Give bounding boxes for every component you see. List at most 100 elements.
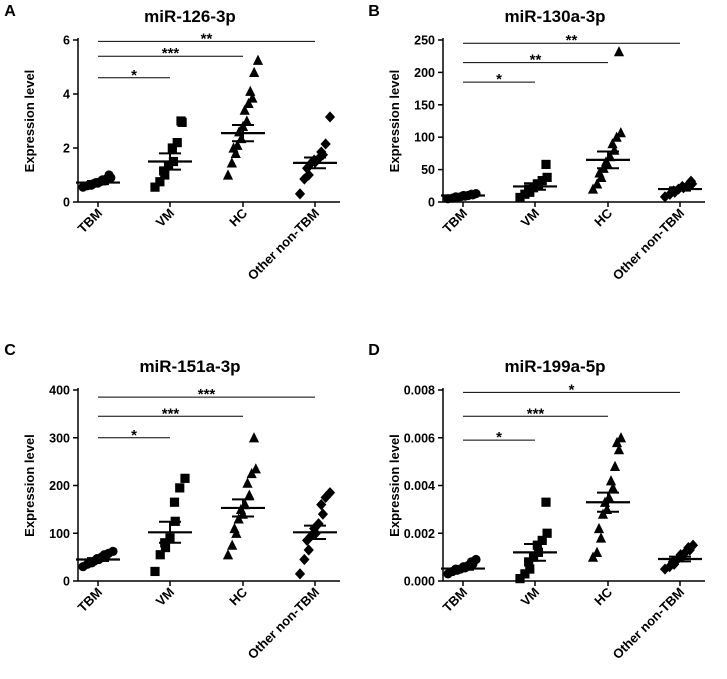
data-point-circle xyxy=(471,554,481,565)
significance-label: * xyxy=(131,427,137,444)
data-point-triangle xyxy=(222,549,234,560)
y-tick-label: 0.004 xyxy=(404,479,435,493)
data-point-square xyxy=(176,116,186,126)
data-point-square xyxy=(525,564,535,574)
y-axis-label: Expression level xyxy=(22,434,37,537)
data-point-square xyxy=(163,160,174,171)
y-tick-label: 400 xyxy=(49,384,70,398)
significance-label: *** xyxy=(527,405,545,422)
data-point-square xyxy=(159,166,169,176)
data-point-triangle xyxy=(595,532,607,543)
y-axis-label: Expression level xyxy=(387,434,402,537)
data-point-triangle xyxy=(243,97,254,109)
x-tick-label-other-non-tbm: Other non-TBM xyxy=(610,206,687,283)
chart-title: miR-130a-3p xyxy=(504,7,605,26)
data-point-triangle xyxy=(229,522,240,534)
data-point-square xyxy=(155,550,165,560)
chart-title: miR-151a-3p xyxy=(139,357,240,376)
data-point-diamond xyxy=(675,549,686,561)
data-point-diamond xyxy=(301,534,313,547)
panel-label: D xyxy=(368,342,380,359)
data-point-square xyxy=(169,497,180,507)
y-tick-label: 4 xyxy=(63,88,70,102)
data-point-diamond xyxy=(303,169,314,181)
data-point-triangle xyxy=(248,432,260,443)
data-point-triangle xyxy=(242,477,253,488)
data-point-diamond xyxy=(294,568,306,580)
data-point-triangle xyxy=(607,138,618,149)
y-tick-label: 0.008 xyxy=(404,384,435,398)
y-tick-label: 0 xyxy=(63,575,70,589)
data-point-diamond xyxy=(317,508,329,520)
x-tick-label-other-non-tbm: Other non-TBM xyxy=(245,206,322,283)
x-tick-label-tbm: TBM xyxy=(440,585,471,616)
y-tick-label: 0.002 xyxy=(404,527,435,541)
chart-title: miR-199a-5p xyxy=(504,357,605,376)
data-point-triangle xyxy=(232,139,243,150)
data-point-triangle xyxy=(593,522,605,534)
panel-label: B xyxy=(368,3,380,20)
data-point-triangle xyxy=(245,85,256,96)
x-tick-label-hc: HC xyxy=(226,584,250,608)
data-point-square xyxy=(542,528,552,538)
y-tick-label: 150 xyxy=(414,98,435,112)
y-tick-label: 0 xyxy=(428,196,435,210)
data-point-triangle xyxy=(227,539,238,550)
data-point-square xyxy=(541,159,551,170)
chart-title: miR-126-3p xyxy=(144,7,236,26)
data-point-diamond xyxy=(316,499,327,511)
data-point-triangle xyxy=(613,46,625,57)
data-point-triangle xyxy=(250,463,261,474)
panel-label: A xyxy=(4,3,16,20)
data-point-diamond xyxy=(324,111,336,123)
data-point-triangle xyxy=(591,546,603,557)
data-point-triangle xyxy=(241,115,252,126)
data-point-triangle xyxy=(249,66,260,77)
x-tick-label-vm: VM xyxy=(518,585,542,609)
data-point-square xyxy=(155,177,165,187)
data-point-diamond xyxy=(299,553,310,566)
significance-label: *** xyxy=(162,405,180,422)
significance-label: * xyxy=(131,67,137,84)
data-point-square xyxy=(515,574,525,584)
x-tick-label-hc: HC xyxy=(226,205,250,229)
data-point-circle xyxy=(108,546,118,556)
data-point-triangle xyxy=(247,92,258,103)
y-tick-label: 100 xyxy=(49,527,70,541)
significance-label: ** xyxy=(201,30,213,47)
data-point-triangle xyxy=(605,475,617,486)
data-point-diamond xyxy=(685,175,697,187)
x-tick-label-other-non-tbm: Other non-TBM xyxy=(245,585,322,662)
data-point-square xyxy=(150,566,160,577)
x-tick-label-tbm: TBM xyxy=(75,585,106,616)
data-point-diamond xyxy=(664,561,675,573)
y-tick-label: 2 xyxy=(63,142,70,156)
data-point-square xyxy=(537,535,547,546)
y-tick-label: 200 xyxy=(414,66,435,80)
x-tick-label-tbm: TBM xyxy=(440,206,471,237)
data-point-square xyxy=(150,182,160,192)
data-point-diamond xyxy=(303,544,314,556)
data-point-triangle xyxy=(239,104,250,115)
data-point-square xyxy=(515,192,525,203)
data-point-diamond xyxy=(294,188,306,200)
data-point-square xyxy=(542,172,552,182)
significance-label: *** xyxy=(198,386,216,403)
significance-label: ** xyxy=(530,52,542,69)
data-point-square xyxy=(175,483,185,493)
x-tick-label-tbm: TBM xyxy=(75,206,106,237)
y-tick-label: 200 xyxy=(49,479,70,493)
data-point-diamond xyxy=(316,146,327,158)
data-point-square xyxy=(172,138,182,148)
x-tick-label-vm: VM xyxy=(518,206,542,230)
significance-label: *** xyxy=(162,45,180,62)
data-point-triangle xyxy=(592,178,603,189)
y-axis-label: Expression level xyxy=(22,70,37,173)
x-tick-label-vm: VM xyxy=(153,585,177,609)
data-point-diamond xyxy=(320,138,331,150)
data-point-triangle xyxy=(244,489,255,500)
data-point-square xyxy=(532,540,542,550)
